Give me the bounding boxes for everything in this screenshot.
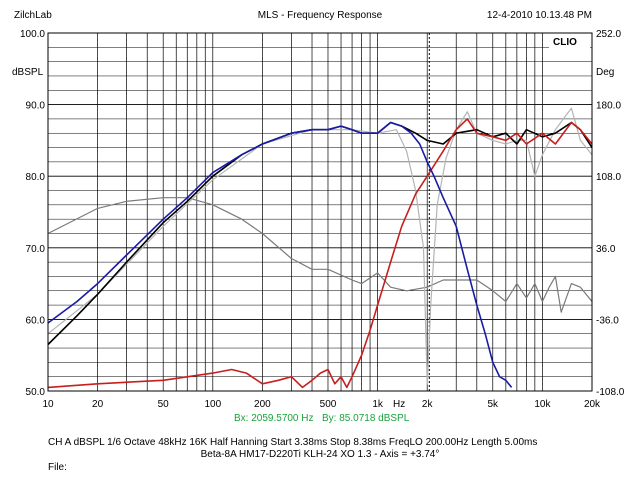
- y-axis-label: dBSPL: [12, 67, 44, 78]
- timestamp: 12-4-2010 10.13.48 PM: [486, 10, 592, 21]
- plot-frame: [47, 32, 593, 392]
- measurement-parameters: CH A dBSPL 1/6 Octave 48kHz 16K Half Han…: [48, 437, 538, 448]
- y-tick-label: 50.0: [26, 387, 46, 398]
- x-tick-label: 100: [204, 399, 221, 410]
- clio-logo: CLIO: [549, 35, 590, 48]
- series-line-phase-gray: [47, 197, 593, 313]
- y-right-tick-label: 252.0: [596, 29, 621, 40]
- y-right-tick-label: -108.0: [596, 387, 625, 398]
- y-right-tick-label: 108.0: [596, 172, 621, 183]
- y-axis-right-label: Deg: [596, 67, 614, 78]
- x-tick-label: 10k: [534, 399, 551, 410]
- file-label: File:: [48, 462, 67, 473]
- x-tick-label: 50: [158, 399, 170, 410]
- axis-labels: 10 20 50 100 200 500 1k 2k 5k 10k 20k 100.0 90.0 80.0…: [20, 29, 625, 410]
- y-tick-label: 60.0: [26, 315, 46, 326]
- x-tick-label: 2k: [422, 399, 434, 410]
- curves: [47, 107, 593, 389]
- chart-title: MLS - Frequency Response: [257, 10, 383, 21]
- y-tick-label: 90.0: [26, 101, 46, 112]
- series-line-light-gray: [47, 107, 593, 385]
- cursor-bx-readout: Bx: 2059.5700 Hz: [234, 413, 314, 424]
- x-tick-label: 20: [92, 399, 104, 410]
- plot-background: [48, 33, 592, 391]
- series-line-red: [47, 118, 593, 389]
- x-tick-label: 10: [42, 399, 54, 410]
- grid: [47, 32, 593, 392]
- y-tick-label: 100.0: [20, 29, 45, 40]
- x-tick-label: 200: [254, 399, 271, 410]
- series-line-blue: [47, 121, 513, 388]
- y-right-tick-label: -36.0: [596, 315, 619, 326]
- clio-logo-text: CLIO: [553, 37, 577, 48]
- y-tick-label: 70.0: [26, 244, 46, 255]
- x-tick-label: 5k: [488, 399, 500, 410]
- y-tick-label: 80.0: [26, 172, 46, 183]
- x-tick-label: 20k: [584, 399, 601, 410]
- x-tick-label: 1k: [372, 399, 384, 410]
- x-tick-label: 500: [320, 399, 337, 410]
- y-right-tick-label: 180.0: [596, 101, 621, 112]
- measurement-title: Beta-8A HM17-D220Ti KLH-24 XO 1.3 - Axis…: [200, 449, 440, 460]
- x-axis-unit-label: Hz: [393, 399, 405, 410]
- cursor-by-readout: By: 85.0718 dBSPL: [322, 413, 410, 424]
- app-name: ZilchLab: [14, 10, 52, 21]
- y-right-tick-label: 36.0: [596, 244, 616, 255]
